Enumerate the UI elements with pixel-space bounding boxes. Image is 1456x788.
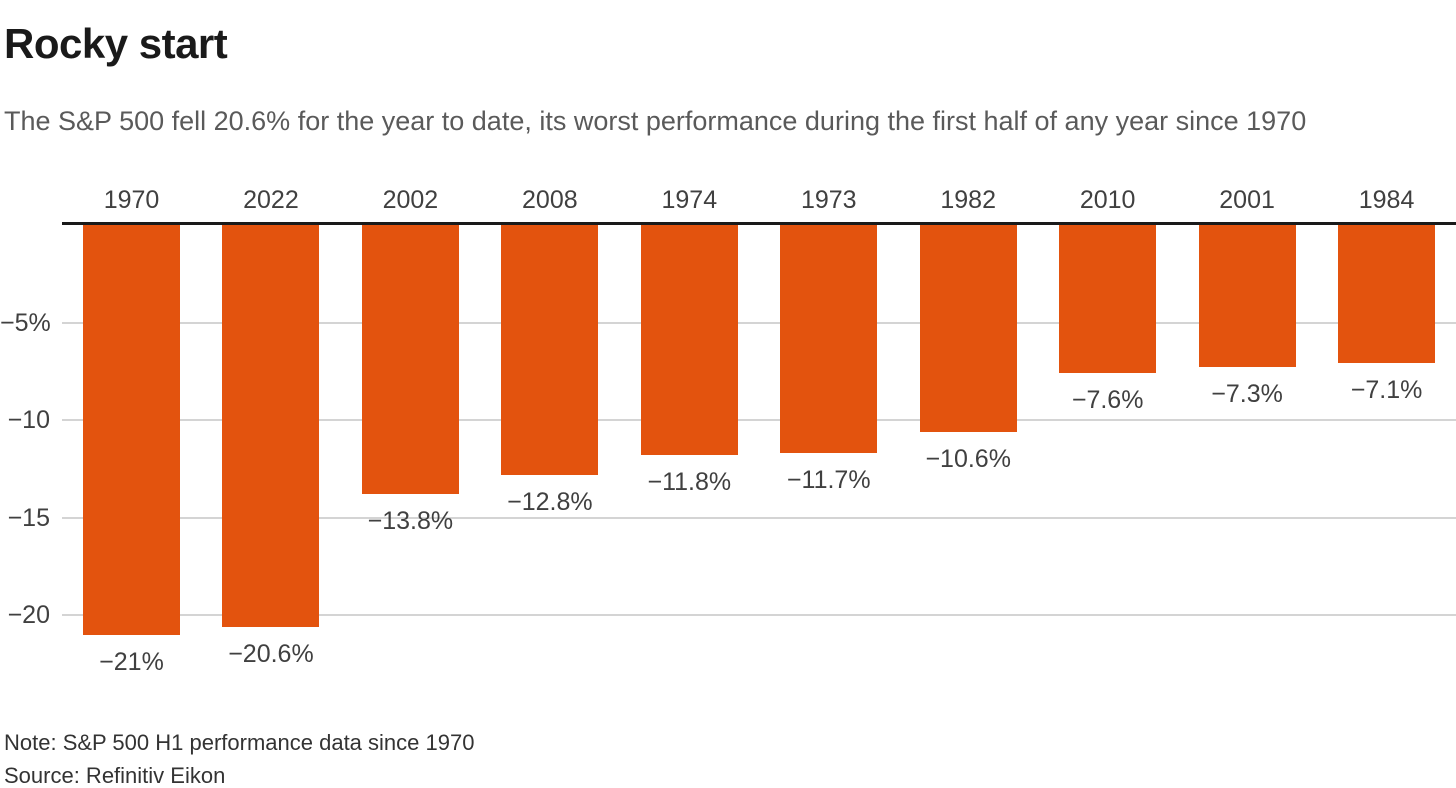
x-axis-label-1974: 1974 [661,186,718,214]
bar-2022 [222,225,320,627]
bar-value-label-1970: −21% [99,647,164,676]
x-axis-label-1984: 1984 [1358,186,1415,214]
bar-value-label-2008: −12.8% [507,487,593,516]
gridline [62,614,1456,616]
x-axis-label-2002: 2002 [382,186,439,214]
chart-source: Source: Refinitiv Eikon [4,763,226,788]
y-axis-tick-label: −15 [7,503,50,532]
bar-2008 [501,225,599,475]
y-axis-tick-label: −5% [0,308,51,337]
bar-2001 [1198,225,1296,368]
bar-2002 [361,225,459,495]
chart-title: Rocky start [4,20,228,67]
y-axis-tick-label: −10 [7,406,50,434]
bar-1984 [1338,225,1436,364]
bar-1973 [780,225,878,454]
x-axis-label-1973: 1973 [800,186,857,214]
x-axis-label-2010: 2010 [1079,186,1136,214]
bar-value-label-1982: −10.6% [925,444,1011,473]
x-axis-label-1970: 1970 [103,186,160,214]
bar-value-label-1984: −7.1% [1350,376,1423,405]
gridline [62,516,1456,519]
bar-value-label-1974: −11.8% [647,468,732,497]
gridline [62,419,1456,421]
chart-subtitle: The S&P 500 fell 20.6% for the year to d… [4,106,1307,136]
bar-value-label-1973: −11.7% [786,466,871,495]
bar-1982 [919,225,1017,432]
x-axis-label-1982: 1982 [940,186,996,214]
bar-1970 [83,225,180,635]
y-axis-tick-label: −20 [7,601,50,629]
x-axis-baseline [62,222,1456,225]
bar-value-label-2010: −7.6% [1071,386,1144,415]
bar-1974 [640,225,738,456]
bar-value-label-2001: −7.3% [1211,380,1283,409]
x-axis-label-2008: 2008 [522,186,578,214]
bar-2010 [1059,225,1157,374]
gridline [62,321,1456,324]
chart-note: Note: S&P 500 H1 performance data since … [4,730,475,755]
bar-value-label-2002: −13.8% [367,507,454,536]
bar-value-label-2022: −20.6% [228,639,314,668]
x-axis-label-2022: 2022 [243,186,299,214]
x-axis-label-2001: 2001 [1219,186,1275,214]
